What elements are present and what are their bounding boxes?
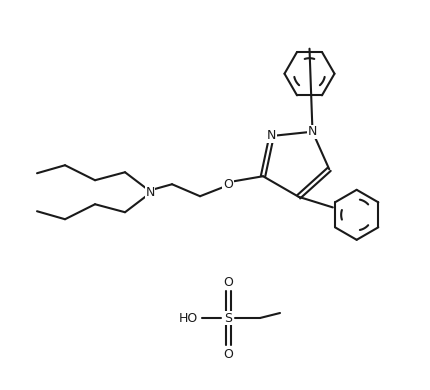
Text: N: N [267, 129, 276, 142]
Text: HO: HO [178, 312, 198, 324]
Text: S: S [224, 312, 232, 324]
Text: O: O [223, 178, 233, 191]
Text: O: O [223, 347, 233, 360]
Text: N: N [308, 125, 317, 138]
Text: O: O [223, 275, 233, 289]
Text: N: N [145, 186, 155, 199]
